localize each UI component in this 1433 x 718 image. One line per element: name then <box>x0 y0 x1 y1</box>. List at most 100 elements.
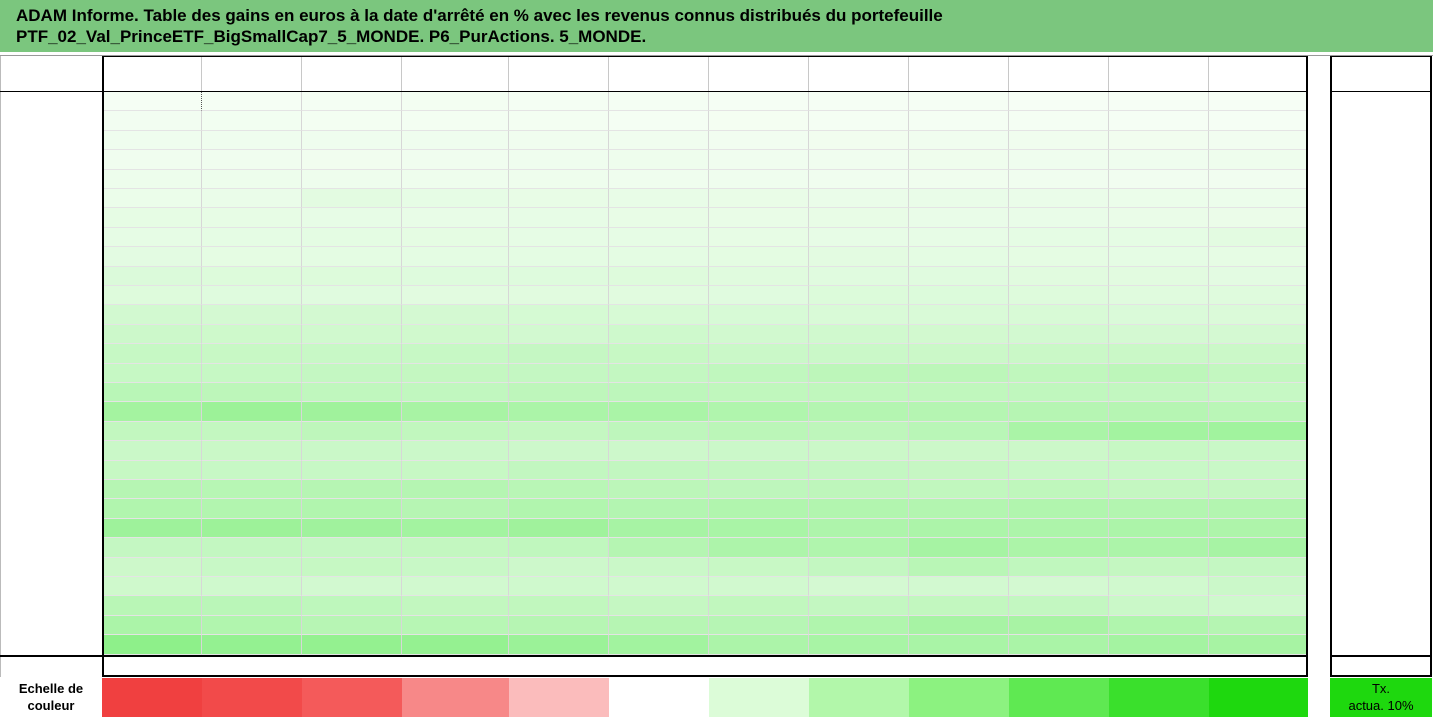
gain-cell <box>402 635 509 655</box>
row-year <box>0 266 102 286</box>
column-header <box>302 55 402 92</box>
footer-rate-cell <box>1109 654 1209 677</box>
row-rate <box>1330 557 1432 577</box>
gain-cell <box>102 499 202 519</box>
gain-cell <box>202 344 302 364</box>
row-rate <box>1330 111 1432 131</box>
gain-cell <box>1209 247 1308 267</box>
color-scale-label-line2: couleur <box>27 698 75 714</box>
gain-cell <box>709 499 809 519</box>
row-year <box>0 538 102 558</box>
gain-cell <box>1109 615 1209 636</box>
row-year <box>0 111 102 131</box>
gain-cell <box>809 538 909 558</box>
row-rate <box>1330 480 1432 500</box>
gain-cell <box>1109 402 1209 422</box>
gain-cell <box>1109 635 1209 655</box>
gain-cell <box>302 538 402 558</box>
gain-cell <box>709 344 809 364</box>
gain-cell <box>202 189 302 209</box>
gain-cell <box>809 247 909 267</box>
gain-cell <box>809 615 909 636</box>
gain-cell <box>1109 92 1209 112</box>
gain-cell <box>809 286 909 306</box>
row-rate <box>1330 266 1432 286</box>
rate-scale-swatch: Tx. actua. 10% <box>1330 677 1432 717</box>
gain-cell <box>809 324 909 345</box>
gain-cell <box>302 577 402 597</box>
gain-cell <box>102 402 202 422</box>
color-scale-swatch <box>1209 677 1308 717</box>
gain-cell <box>609 169 709 189</box>
gain-cell <box>909 266 1009 286</box>
gain-cell <box>102 480 202 500</box>
gain-cell <box>1009 596 1109 616</box>
gain-cell <box>202 130 302 151</box>
gain-cell <box>102 111 202 131</box>
gain-cell <box>302 460 402 480</box>
gain-cell <box>302 266 402 286</box>
gain-cell <box>1109 460 1209 480</box>
gain-cell <box>1009 383 1109 403</box>
column-header <box>909 55 1009 92</box>
gain-cell <box>102 557 202 577</box>
gain-cell <box>1109 227 1209 248</box>
gain-cell <box>102 635 202 655</box>
gain-cell <box>102 577 202 597</box>
gain-cell <box>909 383 1009 403</box>
row-rate <box>1330 421 1432 442</box>
gain-cell <box>1209 150 1308 170</box>
gain-cell <box>302 557 402 577</box>
gain-cell <box>609 577 709 597</box>
gain-cell <box>809 460 909 480</box>
gain-cell <box>402 227 509 248</box>
gain-cell <box>302 305 402 325</box>
gain-cell <box>102 441 202 461</box>
gain-cell <box>609 227 709 248</box>
gain-cell <box>709 577 809 597</box>
gain-cell <box>1009 286 1109 306</box>
gain-cell <box>202 286 302 306</box>
gain-cell <box>909 518 1009 539</box>
footer-rate-cell <box>1009 654 1109 677</box>
gain-cell <box>1109 189 1209 209</box>
gain-cell <box>609 92 709 112</box>
gain-cell <box>709 286 809 306</box>
gain-cell <box>302 499 402 519</box>
gain-cell <box>402 596 509 616</box>
gain-cell <box>609 402 709 422</box>
gain-cell <box>1109 363 1209 383</box>
gain-cell <box>909 150 1009 170</box>
gain-cell <box>1209 208 1308 228</box>
gain-cell <box>809 635 909 655</box>
gain-cell <box>302 208 402 228</box>
gain-cell <box>709 130 809 151</box>
gain-cell <box>709 227 809 248</box>
gain-cell <box>302 421 402 442</box>
row-year <box>0 305 102 325</box>
gain-cell <box>909 635 1009 655</box>
gain-cell <box>1209 615 1308 636</box>
report-title-line2: PTF_02_Val_PrinceETF_BigSmallCap7_5_MOND… <box>16 27 647 46</box>
gain-cell <box>202 518 302 539</box>
color-scale-swatch <box>709 677 809 717</box>
row-year <box>0 635 102 655</box>
gain-cell <box>509 227 609 248</box>
gain-cell <box>402 208 509 228</box>
footer-rate-cell <box>402 654 509 677</box>
gain-cell <box>509 247 609 267</box>
gain-cell <box>709 538 809 558</box>
gain-cell <box>1009 324 1109 345</box>
report-title-line1: ADAM Informe. Table des gains en euros à… <box>16 6 943 25</box>
gain-cell <box>909 596 1009 616</box>
gain-cell <box>302 111 402 131</box>
gain-cell <box>609 615 709 636</box>
row-rate <box>1330 305 1432 325</box>
gain-cell <box>609 499 709 519</box>
row-year <box>0 324 102 345</box>
gain-cell <box>1009 402 1109 422</box>
gain-cell <box>509 111 609 131</box>
gain-cell <box>909 324 1009 345</box>
gain-cell <box>102 305 202 325</box>
gain-cell <box>709 247 809 267</box>
